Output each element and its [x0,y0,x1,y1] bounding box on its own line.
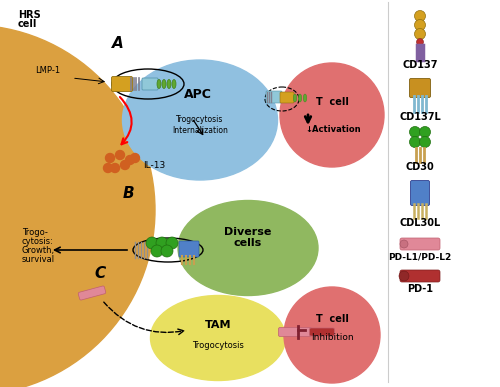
Text: T  cell: T cell [316,314,348,324]
Circle shape [120,161,130,170]
Text: CDL30L: CDL30L [400,218,440,228]
Circle shape [284,287,380,383]
Text: TAM: TAM [205,320,231,330]
Circle shape [116,151,124,159]
Circle shape [280,63,384,167]
FancyBboxPatch shape [78,286,106,300]
Circle shape [104,163,112,173]
Text: A: A [112,36,124,51]
Text: cell: cell [18,19,38,29]
Text: CD137: CD137 [402,60,438,70]
FancyBboxPatch shape [266,91,282,103]
Ellipse shape [157,79,161,89]
Text: PD-1: PD-1 [407,284,433,294]
FancyBboxPatch shape [310,328,334,336]
Ellipse shape [293,94,297,102]
Ellipse shape [150,296,286,380]
FancyBboxPatch shape [280,92,294,103]
Text: survival: survival [22,255,55,264]
Text: PD-L1/PD-L2: PD-L1/PD-L2 [388,253,452,262]
Text: Trogocytosis
Internalization: Trogocytosis Internalization [172,115,228,135]
FancyBboxPatch shape [278,327,312,337]
Text: CD30: CD30 [406,162,434,172]
Text: T  cell: T cell [316,97,348,107]
Ellipse shape [298,94,302,102]
Text: cells: cells [234,238,262,248]
Ellipse shape [178,200,318,296]
Text: ↓Activation: ↓Activation [305,125,361,134]
FancyBboxPatch shape [142,78,158,90]
Text: APC: APC [184,88,212,101]
Ellipse shape [303,94,307,102]
Circle shape [126,156,134,164]
Circle shape [146,237,158,249]
FancyBboxPatch shape [179,241,199,257]
Circle shape [110,163,120,173]
Circle shape [400,240,408,248]
Text: IL-13: IL-13 [143,161,165,170]
Circle shape [0,25,155,387]
FancyBboxPatch shape [410,79,430,98]
Text: Trogo-: Trogo- [22,228,48,237]
Circle shape [156,237,168,249]
Circle shape [130,154,140,163]
Text: cytosis:: cytosis: [22,237,54,246]
Text: Trogocytosis: Trogocytosis [192,341,244,350]
Circle shape [106,154,114,163]
Circle shape [414,19,426,31]
Text: CD137L: CD137L [399,112,441,122]
FancyBboxPatch shape [410,180,430,205]
Circle shape [414,29,426,39]
Circle shape [399,271,409,281]
Circle shape [416,38,424,46]
Circle shape [161,245,173,257]
FancyBboxPatch shape [400,238,440,250]
Ellipse shape [162,79,166,89]
Circle shape [410,137,420,147]
FancyBboxPatch shape [400,270,440,282]
Circle shape [420,127,430,137]
Text: Inhibition: Inhibition [310,333,354,342]
Text: B: B [122,186,134,201]
Ellipse shape [167,79,171,89]
Circle shape [420,137,430,147]
Circle shape [410,127,420,137]
Text: C: C [94,266,106,281]
Ellipse shape [172,79,176,89]
Circle shape [414,10,426,22]
Circle shape [166,237,178,249]
Circle shape [151,245,163,257]
FancyBboxPatch shape [112,77,132,91]
Ellipse shape [122,60,278,180]
Text: LMP-1: LMP-1 [36,66,60,75]
Text: HRS: HRS [18,10,41,20]
Text: Diverse: Diverse [224,227,272,237]
Text: Growth,: Growth, [22,246,55,255]
